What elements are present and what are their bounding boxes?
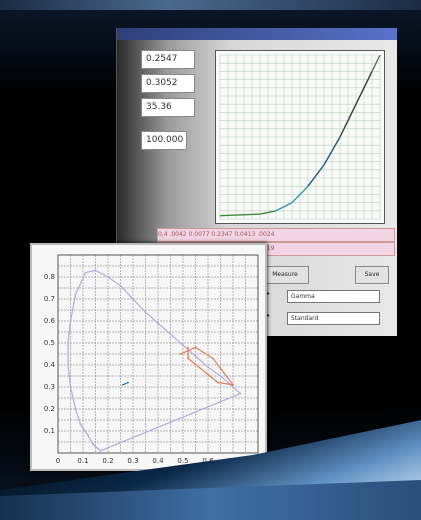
y-tick-label: 0.1 bbox=[44, 427, 55, 435]
value-field-2[interactable]: 0.3052 bbox=[141, 74, 195, 93]
series-line-1 bbox=[67, 269, 242, 452]
series-point bbox=[182, 344, 184, 347]
series-point bbox=[97, 447, 99, 450]
series-point bbox=[79, 423, 82, 426]
x-tick-label: 0.6 bbox=[202, 457, 214, 465]
series-point bbox=[194, 355, 197, 358]
x-tick-label: 0 bbox=[56, 457, 60, 465]
series-point bbox=[92, 443, 94, 446]
gamma-plot bbox=[215, 50, 385, 224]
series-point bbox=[187, 357, 189, 360]
value-field-3[interactable]: 35.36 bbox=[141, 98, 195, 117]
save-button[interactable]: Save bbox=[355, 266, 389, 284]
measure-button[interactable]: Measure bbox=[261, 266, 309, 284]
series-line-2 bbox=[122, 382, 129, 386]
series-point bbox=[219, 375, 222, 377]
series-point bbox=[94, 269, 97, 272]
y-tick-label: 0.4 bbox=[44, 361, 56, 369]
series-point bbox=[144, 311, 147, 314]
x-tick-label: 0.5 bbox=[177, 457, 188, 465]
y-tick-label: 0.3 bbox=[44, 383, 55, 391]
gamma-curve-segment bbox=[339, 103, 357, 138]
value-field-4[interactable]: 100.000 bbox=[141, 131, 187, 150]
series-point bbox=[67, 364, 69, 366]
series-point bbox=[87, 434, 89, 437]
gamma-curve-segment bbox=[371, 54, 381, 72]
y-tick-label: 0.8 bbox=[44, 273, 55, 281]
series-point bbox=[84, 271, 87, 274]
dropdown-label-2: ▸ bbox=[267, 312, 271, 319]
series-point bbox=[187, 346, 189, 349]
series-point bbox=[232, 386, 234, 388]
chromaticity-chart: 0 0.1 0.2 0.3 0.4 0.5 0.6 0.7 0.8 0.1 0.2 0.3 0.4 0.5… bbox=[44, 254, 264, 465]
pink-data-row-1: 0,4 .0042 0.0077 0.2347 0.0413 .0024 bbox=[157, 228, 395, 242]
value-field-1[interactable]: 0.2547 bbox=[141, 50, 195, 69]
y-tick-label: 0.2 bbox=[44, 405, 55, 413]
series-point bbox=[74, 408, 77, 410]
y-tick-label: 0.6 bbox=[44, 317, 56, 325]
series-point bbox=[119, 284, 122, 287]
series-point bbox=[107, 276, 109, 278]
series-point bbox=[232, 383, 234, 386]
gamma-curve-segment bbox=[219, 213, 261, 217]
series-point bbox=[207, 366, 209, 369]
series-point bbox=[67, 342, 69, 344]
window-title-bar[interactable] bbox=[117, 28, 397, 40]
series-point bbox=[157, 322, 159, 325]
x-tick-label: 0.4 bbox=[152, 457, 164, 465]
series-point bbox=[122, 383, 124, 386]
series-point bbox=[179, 353, 182, 355]
chromaticity-window: 0 0.1 0.2 0.3 0.4 0.5 0.6 0.7 0.8 0.1 0.2 0.3 0.4 0.5… bbox=[30, 243, 267, 471]
gamma-curve-segment bbox=[291, 185, 309, 204]
gamma-curve-segment bbox=[323, 136, 341, 166]
x-tick-label: 0.1 bbox=[77, 457, 88, 465]
dropdown-label-1: ▸ bbox=[267, 290, 271, 297]
series-point bbox=[69, 386, 72, 388]
series-point bbox=[217, 381, 219, 384]
series-point bbox=[212, 357, 214, 360]
gamma-curve-segment bbox=[307, 164, 325, 187]
series-point bbox=[169, 333, 172, 336]
standard-select[interactable]: Standard bbox=[287, 312, 380, 325]
y-tick-label: 0.7 bbox=[44, 295, 55, 303]
gamma-select[interactable]: Gamma bbox=[287, 290, 380, 303]
series-point bbox=[127, 381, 129, 384]
x-tick-label: 0.2 bbox=[102, 457, 113, 465]
y-tick-label: 0.5 bbox=[44, 339, 55, 347]
series-point bbox=[99, 449, 102, 452]
series-point bbox=[194, 346, 197, 349]
series-point bbox=[239, 392, 242, 395]
plot-frame bbox=[57, 254, 259, 454]
gamma-curve-segment bbox=[259, 210, 277, 215]
gamma-curve-segment bbox=[275, 201, 293, 212]
gamma-curve-segment bbox=[355, 71, 373, 105]
series-point bbox=[74, 293, 77, 296]
series-point bbox=[69, 320, 72, 322]
gamma-curve-chart bbox=[219, 54, 381, 220]
series-point bbox=[132, 298, 134, 300]
x-tick-label: 0.3 bbox=[127, 457, 138, 465]
top-title-bar bbox=[0, 0, 421, 10]
